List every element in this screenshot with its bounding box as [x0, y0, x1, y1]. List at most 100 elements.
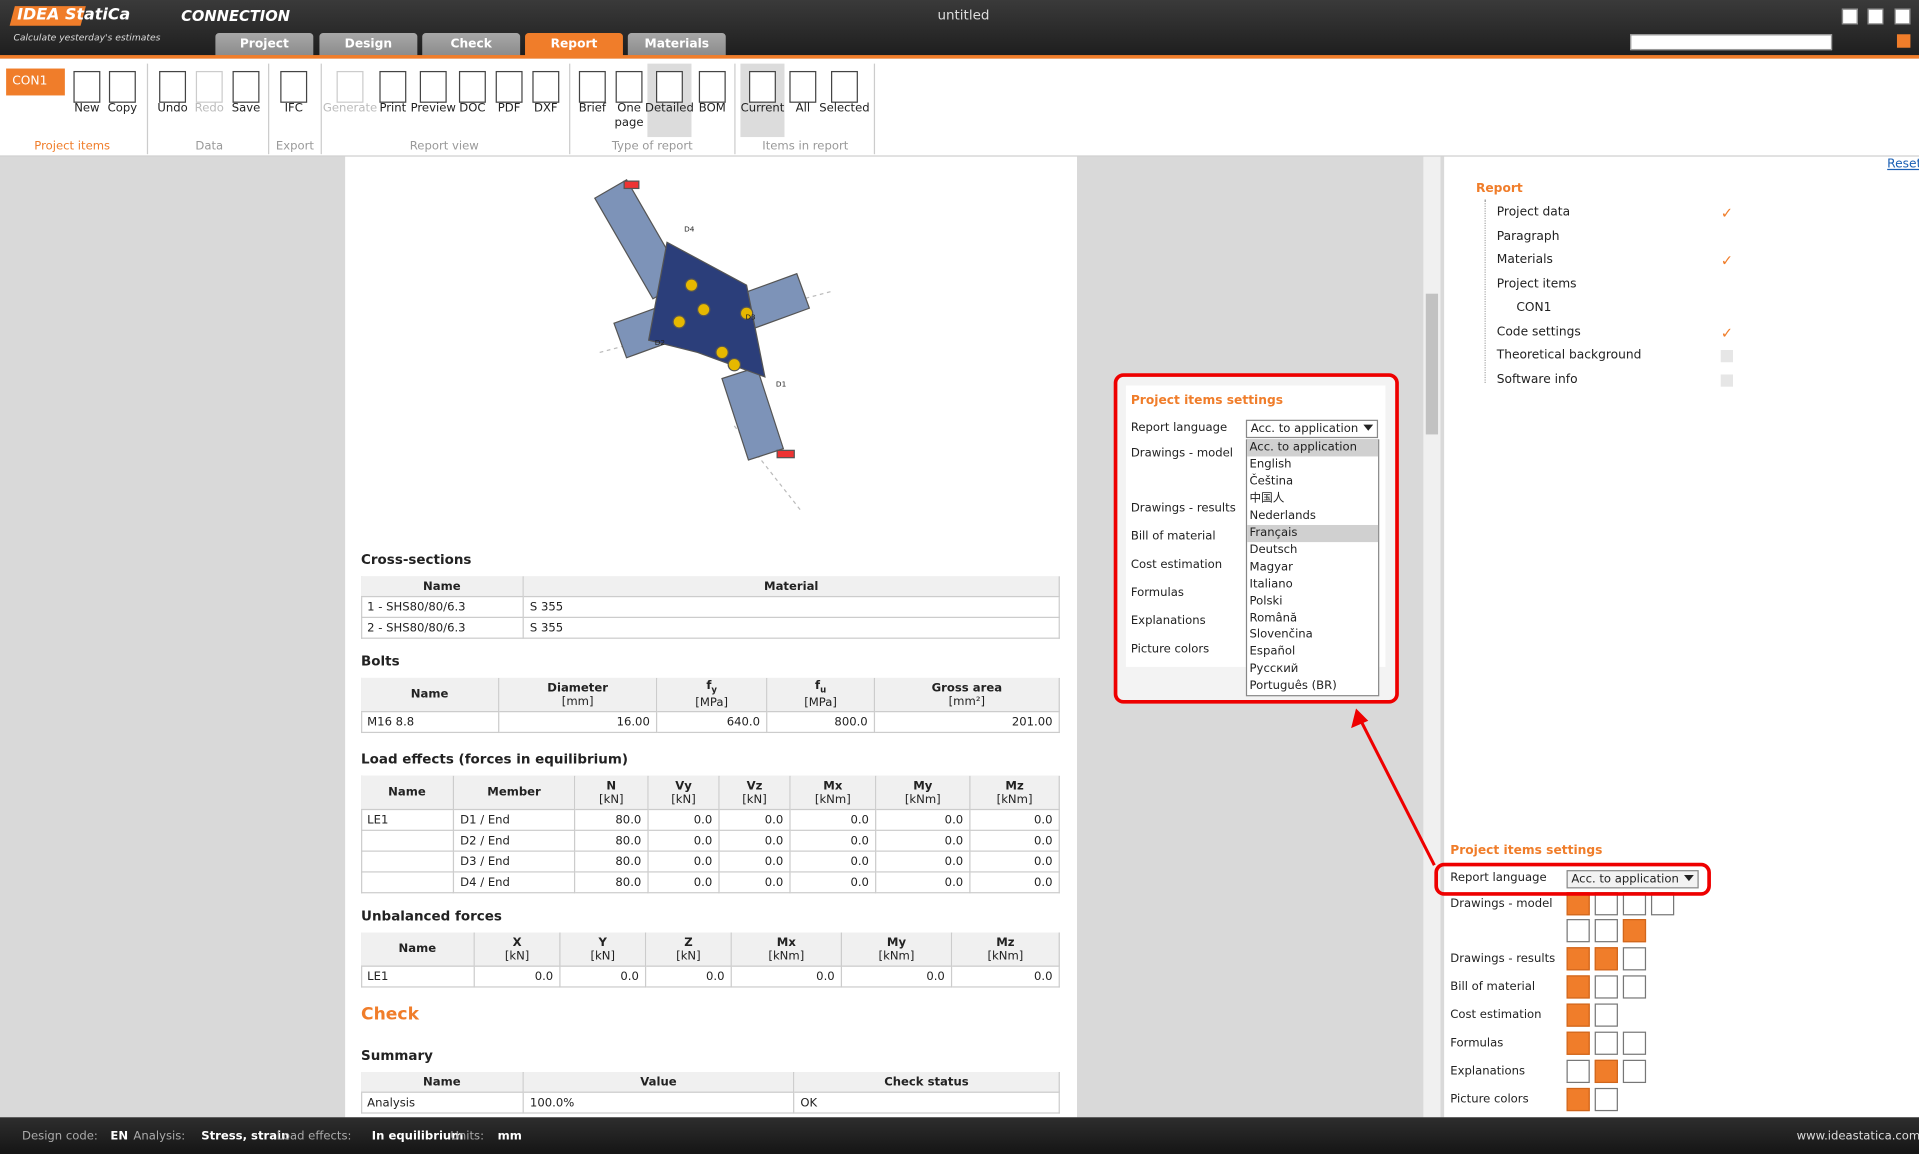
option-button[interactable] [1622, 975, 1647, 999]
ribbon-button[interactable]: Current [740, 101, 785, 116]
language-option[interactable]: Čeština [1249, 474, 1294, 489]
tree-checkbox[interactable] [1720, 373, 1733, 387]
table-cell: D2 / End [454, 830, 576, 852]
option-button[interactable] [1594, 1003, 1618, 1027]
table-cell: 800.0 [767, 712, 876, 734]
tree-item[interactable]: Theoretical background [1496, 348, 1642, 363]
language-option[interactable]: Română [1249, 611, 1298, 625]
settings-label: Explanations [1130, 614, 1206, 628]
section-title: Bolts [361, 653, 400, 670]
option-button[interactable] [1566, 919, 1590, 943]
close-button[interactable] [1894, 8, 1911, 25]
option-button[interactable] [1594, 1087, 1618, 1112]
option-button[interactable] [1594, 919, 1618, 943]
ribbon-button[interactable]: All [795, 101, 811, 116]
option-button[interactable] [1622, 1031, 1647, 1055]
language-option[interactable]: 中国人 [1249, 491, 1285, 506]
table-cell: D4 / End [454, 872, 576, 894]
combobox-arrow [1363, 424, 1374, 431]
ribbon-button[interactable]: Redo [194, 101, 224, 116]
maximize-button[interactable] [1867, 8, 1884, 25]
ribbon-button[interactable]: Copy [107, 101, 138, 116]
option-button[interactable] [1594, 1031, 1618, 1055]
ribbon-button[interactable]: Brief [578, 101, 606, 116]
option-button[interactable] [1566, 947, 1590, 971]
info-button[interactable] [1896, 34, 1911, 48]
tree-item[interactable]: Project data [1496, 205, 1571, 220]
option-button[interactable] [1566, 1031, 1590, 1055]
option-button[interactable] [1566, 1059, 1590, 1084]
ribbon-button[interactable]: Detailed [645, 101, 694, 116]
language-option[interactable]: Nederlands [1249, 508, 1316, 523]
tree-item[interactable]: Paragraph [1496, 229, 1560, 243]
language-list [1245, 439, 1380, 697]
website[interactable]: www.ideastatica.com [1796, 1129, 1919, 1143]
status-label: Load effects: [276, 1129, 352, 1143]
ribbon-tab[interactable]: Report [525, 33, 623, 57]
ribbon-button[interactable]: DOC [459, 101, 486, 116]
language-option[interactable]: Slovenčina [1249, 628, 1313, 642]
option-button[interactable] [1622, 947, 1647, 971]
option-button[interactable] [1594, 947, 1618, 971]
option-button[interactable] [1622, 919, 1647, 943]
search-box[interactable] [1630, 34, 1833, 51]
tree-item[interactable]: Project items [1496, 277, 1577, 291]
ribbon-button[interactable]: Generate [322, 101, 378, 116]
tree-item[interactable]: Code settings [1496, 324, 1581, 339]
language-option[interactable]: Polski [1249, 594, 1283, 608]
ribbon-button[interactable]: Print [379, 101, 407, 116]
language-option[interactable]: Русский [1249, 662, 1299, 676]
ribbon-tab[interactable]: Materials [627, 33, 726, 57]
language-option[interactable]: Deutsch [1249, 542, 1298, 557]
ribbon-tab[interactable]: Project [215, 33, 314, 57]
ribbon-button[interactable]: Save [231, 101, 261, 116]
language-option[interactable]: Español [1249, 645, 1296, 659]
tree-checkbox[interactable]: ✓ [1720, 323, 1734, 341]
model-label: D2 [654, 338, 666, 348]
ribbon-button[interactable]: IFC [284, 101, 303, 116]
language-combobox[interactable]: Acc. to application [1566, 870, 1699, 889]
option-button[interactable] [1594, 1059, 1618, 1084]
tree-item[interactable]: Software info [1496, 372, 1578, 387]
table-header: My [kNm] [876, 775, 971, 811]
ribbon-button[interactable]: Preview [410, 101, 456, 116]
ribbon-tab[interactable]: Check [422, 33, 521, 57]
table-header: Name [361, 932, 475, 967]
language-option[interactable]: Français [1247, 524, 1379, 542]
scrollbar-thumb[interactable] [1425, 293, 1439, 435]
item-combobox[interactable]: CON1 [6, 68, 65, 96]
table-cell: S 355 [523, 597, 1060, 618]
ribbon-tab[interactable]: Design [319, 33, 418, 57]
tree-root[interactable]: Report [1475, 182, 1523, 196]
table-cell: 80.0 [575, 851, 649, 873]
reset-link[interactable]: Reset [1887, 157, 1919, 172]
option-button[interactable] [1594, 975, 1618, 999]
ribbon-button[interactable]: Selected [819, 101, 870, 116]
ribbon-button[interactable]: New [74, 101, 100, 116]
tree-item[interactable]: Materials [1496, 253, 1553, 267]
ribbon-button[interactable]: One page [614, 101, 644, 130]
option-button[interactable] [1566, 1087, 1590, 1112]
tree-checkbox[interactable]: ✓ [1720, 204, 1734, 222]
table-header: fu [MPa] [767, 677, 876, 713]
table-cell: 0.0 [876, 872, 971, 894]
tree-checkbox[interactable]: ✓ [1720, 252, 1734, 270]
tree-checkbox[interactable] [1720, 349, 1733, 363]
minimize-button[interactable] [1841, 8, 1858, 25]
option-button[interactable] [1622, 1059, 1647, 1084]
language-option[interactable]: English [1249, 457, 1292, 472]
language-combobox[interactable]: Acc. to application [1245, 419, 1379, 439]
ribbon-button[interactable]: PDF [497, 101, 521, 116]
language-option[interactable]: Acc. to application [1247, 439, 1379, 457]
table-header: Gross area [mm²] [875, 677, 1060, 713]
ribbon-button[interactable]: DXF [534, 101, 558, 116]
language-option[interactable]: Magyar [1249, 560, 1293, 574]
option-button[interactable] [1566, 975, 1590, 999]
tree-item[interactable]: CON1 [1516, 301, 1552, 315]
language-option[interactable]: Português (BR) [1249, 679, 1337, 694]
language-option[interactable]: Italiano [1249, 577, 1293, 591]
ribbon-button[interactable]: Undo [157, 101, 188, 116]
table-cell: 0.0 [876, 830, 971, 852]
ribbon-button[interactable]: BOM [698, 101, 726, 116]
option-button[interactable] [1566, 1003, 1590, 1027]
